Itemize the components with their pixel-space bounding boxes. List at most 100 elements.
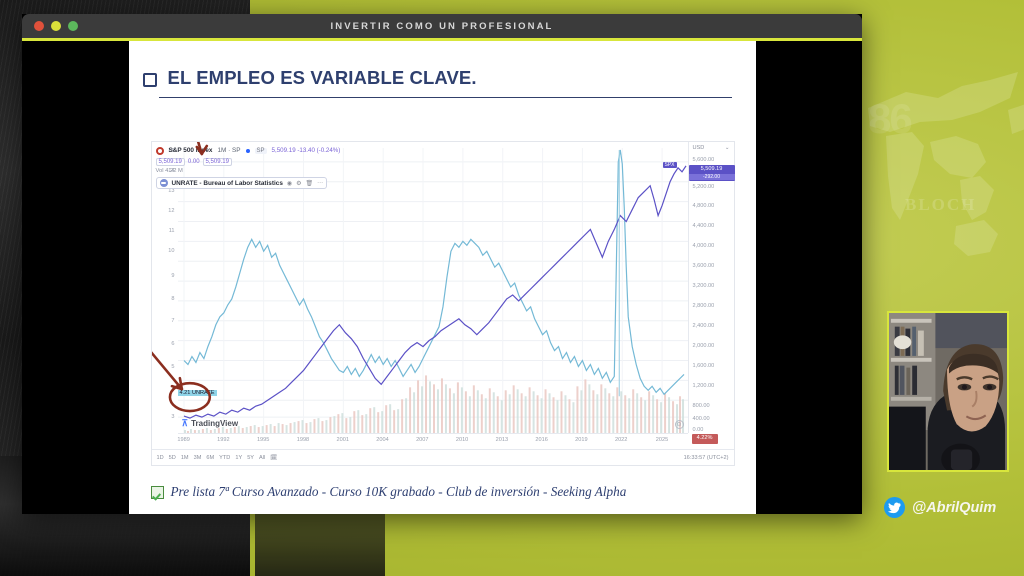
right-tick-6: 3,200.00 xyxy=(692,283,715,289)
series-sp500 xyxy=(183,165,687,419)
left-tick-4: 11 xyxy=(168,228,175,234)
caption-text: Pre lista 7ª Curso Avanzado - Curso 10K … xyxy=(170,484,627,499)
ohlc-mid: 0.00 xyxy=(187,159,200,165)
left-tick-2: 13 xyxy=(168,188,175,194)
x-tick-7: 2010 xyxy=(455,437,469,443)
left-tick-6: 9 xyxy=(171,273,175,279)
trash-icon[interactable]: 🗑 xyxy=(305,180,314,187)
left-tick-3: 12 xyxy=(168,208,175,214)
social-handle[interactable]: @AbrilQuim xyxy=(884,497,996,518)
indicator-icon xyxy=(159,179,168,187)
twitter-icon[interactable] xyxy=(884,497,905,518)
compare-dot-icon xyxy=(245,148,250,153)
currency-label: USD xyxy=(692,144,705,151)
timeframe-5d[interactable]: 5D xyxy=(168,454,176,461)
right-tick-7: 2,800.00 xyxy=(692,303,715,309)
background-brand-watermark: BLOCH xyxy=(905,195,977,214)
timeframe-1y[interactable]: 1Y xyxy=(235,454,243,461)
legend-row-unrate[interactable]: UNRATE - Bureau of Labor Statistics ◉ ⚙ … xyxy=(155,177,328,189)
timeframe-all[interactable]: All xyxy=(259,454,266,461)
tradingview-chart[interactable]: S&P 500 Index 1M · SP SP 5,509.19 -13.40… xyxy=(150,141,735,466)
legend-row-sp500[interactable]: S&P 500 Index 1M · SP SP 5,509.19 -13.40… xyxy=(155,145,341,156)
maximize-button[interactable] xyxy=(68,21,78,31)
x-tick-9: 2016 xyxy=(535,437,548,443)
world-map-watermark xyxy=(860,50,1024,300)
x-tick-10: 2019 xyxy=(575,437,588,443)
ohlc-close: 5,509.19 xyxy=(202,158,232,166)
right-tick-1: 5,200.00 xyxy=(692,184,715,190)
window-titlebar: INVERTIR COMO UN PROFESIONAL xyxy=(22,14,862,38)
chevron-down-icon[interactable]: ⌄ xyxy=(724,144,730,151)
x-tick-0: 1989 xyxy=(177,437,190,443)
timeframe-5y[interactable]: 5Y xyxy=(247,454,255,461)
tradingview-mark-icon: ⊼ xyxy=(181,418,189,428)
legend-quote: 5,509.19 -13.40 (-0.24%) xyxy=(271,147,341,154)
unrate-value-tag: 4.21 UNRATE xyxy=(177,390,217,396)
presentation-slide: EL EMPLEO ES VARIABLE CLAVE. S&P 500 Ind… xyxy=(128,41,756,514)
legend-symbol-name: S&P 500 Index xyxy=(168,147,213,154)
eye-icon[interactable]: ◉ xyxy=(286,180,293,187)
left-tick-10: 5 xyxy=(171,364,175,370)
x-tick-6: 2007 xyxy=(416,437,429,443)
legend-ohlc-row: 5,509.19 0.00 5,509.19 xyxy=(155,158,341,166)
left-tick-9: 6 xyxy=(171,341,175,347)
compare-chip[interactable]: SP xyxy=(254,147,267,154)
right-tick-11: 1,200.00 xyxy=(692,383,715,389)
timeframe-1m[interactable]: 1M xyxy=(180,454,189,461)
ohlc-open: 5,509.19 xyxy=(155,158,185,166)
background-number-watermark: 86 xyxy=(868,95,913,142)
settings-icon[interactable]: ⚙ xyxy=(296,180,302,187)
x-tick-12: 2025 xyxy=(655,437,669,443)
right-tick-12: 800.00 xyxy=(692,403,710,409)
right-tick-14: 0.00 xyxy=(692,427,704,433)
slide-caption: Pre lista 7ª Curso Avanzado - Curso 10K … xyxy=(150,484,742,500)
slide-heading-row: EL EMPLEO ES VARIABLE CLAVE. xyxy=(129,41,756,89)
window-title: INVERTIR COMO UN PROFESIONAL xyxy=(330,20,554,32)
timeframe-3m[interactable]: 3M xyxy=(193,454,202,461)
right-tick-0: 5,600.00 xyxy=(692,157,715,163)
left-tick-11: 4 xyxy=(171,387,175,393)
timeframe-ytd[interactable]: YTD xyxy=(219,454,231,461)
left-tick-7: 8 xyxy=(171,296,175,302)
x-tick-11: 2022 xyxy=(614,437,628,443)
close-button[interactable] xyxy=(34,21,44,31)
x-tick-8: 2013 xyxy=(495,437,509,443)
price-badge-value: 5,509.19 xyxy=(700,166,723,172)
left-tick-12: 3 xyxy=(171,414,175,420)
calendar-icon[interactable]: 🗓 xyxy=(270,454,278,461)
webcam-feed[interactable] xyxy=(887,311,1009,472)
tradingview-logo[interactable]: ⊼ TradingView xyxy=(182,418,239,429)
legend-symbol-meta: 1M · SP xyxy=(217,147,241,154)
accent-bar xyxy=(22,38,862,41)
more-icon[interactable]: ··· xyxy=(317,180,324,186)
checkbox-bullet-icon xyxy=(142,72,157,87)
right-tick-8: 2,400.00 xyxy=(692,323,715,329)
window-controls xyxy=(34,21,78,31)
right-tick-10: 1,600.00 xyxy=(692,363,715,369)
right-tick-3: 4,400.00 xyxy=(692,223,715,229)
minimize-button[interactable] xyxy=(51,21,61,31)
currency-selector[interactable]: USD ⌄ xyxy=(687,142,734,153)
x-tick-4: 2001 xyxy=(336,437,349,443)
chart-left-axis[interactable]: 16 14 13 12 11 10 9 8 7 6 5 4 3 xyxy=(152,148,178,433)
timeframe-6m[interactable]: 6M xyxy=(206,454,215,461)
legend-volume: Vol 4.22 M xyxy=(155,168,183,174)
chart-right-axis[interactable]: 5,600.00 5,509.19 -292.00 5,200.00 4,800… xyxy=(687,148,735,444)
right-tick-2: 4,800.00 xyxy=(692,203,715,209)
timeframe-1d[interactable]: 1D xyxy=(156,454,164,461)
chart-x-axis[interactable]: 1989 1992 1995 1998 2001 2004 2007 2010 … xyxy=(177,433,688,449)
title-divider xyxy=(158,97,732,99)
handle-text: @AbrilQuim xyxy=(912,499,997,516)
chart-plot-area[interactable] xyxy=(177,148,688,433)
window-viewport: EL EMPLEO ES VARIABLE CLAVE. S&P 500 Ind… xyxy=(22,41,862,514)
price-badge-sp500: 5,509.19 -292.00 xyxy=(688,165,735,182)
reset-chart-icon[interactable]: ⊙ xyxy=(674,420,684,429)
left-tick-8: 7 xyxy=(171,318,175,324)
volume-bars xyxy=(183,375,684,433)
symbol-marker-icon xyxy=(155,146,164,155)
right-tick-5: 3,600.00 xyxy=(692,263,715,269)
chart-footer-toolbar[interactable]: 1D 5D 1M 3M 6M YTD 1Y 5Y All 🗓 16:33:57 … xyxy=(151,449,734,465)
left-tick-0: 16 xyxy=(168,148,175,154)
browser-window: INVERTIR COMO UN PROFESIONAL EL EMPLEO E… xyxy=(22,14,862,514)
right-tick-4: 4,000.00 xyxy=(692,243,715,249)
